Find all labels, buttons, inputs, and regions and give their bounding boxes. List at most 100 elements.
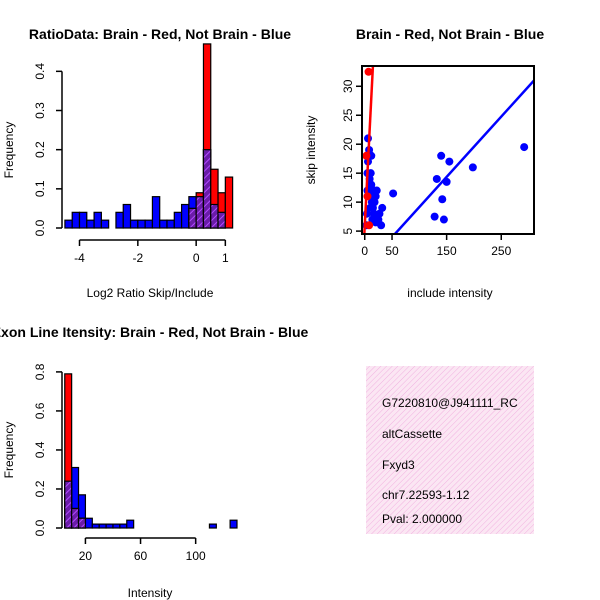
info-location: chr7.22593-1.12 xyxy=(382,488,470,502)
intensity-bar-overlap xyxy=(77,517,87,529)
intensity-histogram-title: Exon Line Itensity: Brain - Red, Not Bra… xyxy=(0,324,309,340)
ratio-histogram-axes: -4 -2 0 1 0.0 0.1 0.2 0.3 0.4 xyxy=(33,63,229,265)
intensity-bar-not-brain xyxy=(208,523,217,529)
scatter-point-not-brain xyxy=(389,189,398,198)
intensity-histogram-ylabel: Frequency xyxy=(2,422,16,479)
intensity-histogram-xlabel: Intensity xyxy=(128,586,173,600)
intensity-histogram-panel: Exon Line Itensity: Brain - Red, Not Bra… xyxy=(0,324,309,600)
ratio-bar-not-brain xyxy=(115,211,124,229)
intensity-ytick-label: 0.2 xyxy=(33,480,47,497)
scatter-ytick-label: 30 xyxy=(341,79,355,93)
ratio-histogram-xlabel: Log2 Ratio Skip/Include xyxy=(87,286,214,300)
intensity-xtick-label: 60 xyxy=(134,549,148,563)
intensity-bar-overlap xyxy=(71,507,80,529)
ratio-bar-not-brain xyxy=(71,211,81,229)
scatter-plot-frame xyxy=(361,65,535,235)
scatter-point-not-brain xyxy=(520,143,529,152)
scatter-ytick-label: 10 xyxy=(341,195,355,209)
scatter-marks xyxy=(362,66,534,234)
scatter-axes: 0 50 150 250 5 10 15 20 25 30 xyxy=(341,65,535,258)
ratio-xtick-label: -2 xyxy=(132,251,143,265)
ratio-bar-not-brain xyxy=(151,196,161,229)
ratio-bar-not-brain xyxy=(86,219,95,229)
ratio-xtick-label: 1 xyxy=(222,251,229,265)
ratio-bar-not-brain xyxy=(129,219,139,229)
ratio-ytick-label: 0.3 xyxy=(33,102,47,119)
ratio-xtick-label: 0 xyxy=(193,251,200,265)
intensity-bar-not-brain xyxy=(91,523,100,529)
ratio-bar-not-brain xyxy=(137,219,146,229)
intensity-bar-not-brain xyxy=(105,523,114,529)
ratio-bar-not-brain xyxy=(159,219,168,229)
scatter-ytick-label: 25 xyxy=(341,108,355,122)
scatter-point-not-brain xyxy=(372,186,381,195)
ratio-bar-not-brain xyxy=(122,203,132,229)
ratio-bar-not-brain xyxy=(100,219,110,229)
intensity-histogram-axes: 20 60 100 0.0 0.2 0.4 0.6 0.8 xyxy=(33,363,206,563)
ratio-bar-overlap xyxy=(202,149,212,229)
scatter-point-not-brain xyxy=(378,203,387,212)
info-gene: Fxyd3 xyxy=(382,458,415,472)
scatter-fit-line-not-brain xyxy=(393,79,534,234)
scatter-fit-line-brain xyxy=(363,66,375,234)
ratio-bar-not-brain xyxy=(180,203,190,229)
scatter-xlabel: include intensity xyxy=(407,286,492,300)
ratio-histogram-bars xyxy=(64,43,234,229)
scatter-ylabel: skip intensity xyxy=(304,116,318,185)
ratio-bar-overlap xyxy=(210,203,219,229)
intensity-bar-not-brain xyxy=(98,523,107,529)
ratio-bar-not-brain xyxy=(93,211,102,229)
ratio-ytick-label: 0.2 xyxy=(33,141,47,158)
intensity-bar-not-brain xyxy=(119,523,128,529)
intensity-bar-not-brain xyxy=(126,519,135,529)
ratio-histogram-ylabel: Frequency xyxy=(2,122,16,179)
intensity-histogram-bars xyxy=(64,373,238,529)
scatter-ytick-label: 20 xyxy=(341,137,355,151)
ratio-bar-overlap xyxy=(195,196,205,229)
ratio-ytick-label: 0.0 xyxy=(33,219,47,236)
scatter-xtick-label: 0 xyxy=(361,244,368,258)
scatter-ytick-label: 15 xyxy=(341,166,355,180)
ratio-bar-not-brain xyxy=(78,211,88,229)
scatter-point-not-brain xyxy=(468,163,477,172)
scatter-xtick-label: 150 xyxy=(437,244,457,258)
info-event-type: altCassette xyxy=(382,427,442,441)
ratio-bar-not-brain xyxy=(173,211,183,229)
ratio-bar-not-brain xyxy=(166,219,175,229)
scatter-point-not-brain xyxy=(438,195,447,204)
scatter-point-brain xyxy=(364,67,373,76)
intensity-ytick-label: 0.4 xyxy=(33,441,47,458)
ratio-xtick-label: -4 xyxy=(74,251,85,265)
intensity-xtick-label: 20 xyxy=(79,549,93,563)
scatter-xtick-label: 50 xyxy=(385,244,399,258)
scatter-point-brain xyxy=(365,221,374,230)
intensity-ytick-label: 0.0 xyxy=(33,519,47,536)
ratio-bar-overlap xyxy=(188,207,197,229)
ratio-bar-overlap xyxy=(217,211,226,229)
intensity-ytick-label: 0.6 xyxy=(33,402,47,419)
intensity-ytick-label: 0.8 xyxy=(33,363,47,380)
scatter-point-not-brain xyxy=(445,157,454,166)
info-panel: G7220810@J941111_RC altCassette Fxyd3 ch… xyxy=(366,366,534,534)
scatter-point-not-brain xyxy=(432,174,441,183)
ratio-bar-not-brain xyxy=(144,219,154,229)
scatter-xtick-label: 250 xyxy=(491,244,511,258)
ratio-ytick-label: 0.1 xyxy=(33,180,47,197)
intensity-bar-not-brain xyxy=(112,523,121,529)
scatter-point-not-brain xyxy=(377,221,386,230)
intensity-bar-not-brain xyxy=(229,519,238,529)
info-background xyxy=(366,366,534,534)
ratio-ytick-label: 0.4 xyxy=(33,63,47,80)
scatter-point-not-brain xyxy=(430,212,439,221)
info-pval: Pval: 2.000000 xyxy=(382,512,462,526)
ratio-histogram-panel: RatioData: Brain - Red, Not Brain - Blue… xyxy=(2,26,291,300)
scatter-ytick-label: 5 xyxy=(341,227,355,234)
ratio-bar-brain xyxy=(224,176,234,229)
ratio-histogram-title: RatioData: Brain - Red, Not Brain - Blue xyxy=(29,26,291,42)
scatter-title: Brain - Red, Not Brain - Blue xyxy=(356,26,544,42)
scatter-point-not-brain xyxy=(437,151,446,160)
intensity-bar-overlap xyxy=(64,480,73,529)
ratio-bar-not-brain xyxy=(64,219,73,229)
info-id-line: G7220810@J941111_RC xyxy=(382,396,518,410)
